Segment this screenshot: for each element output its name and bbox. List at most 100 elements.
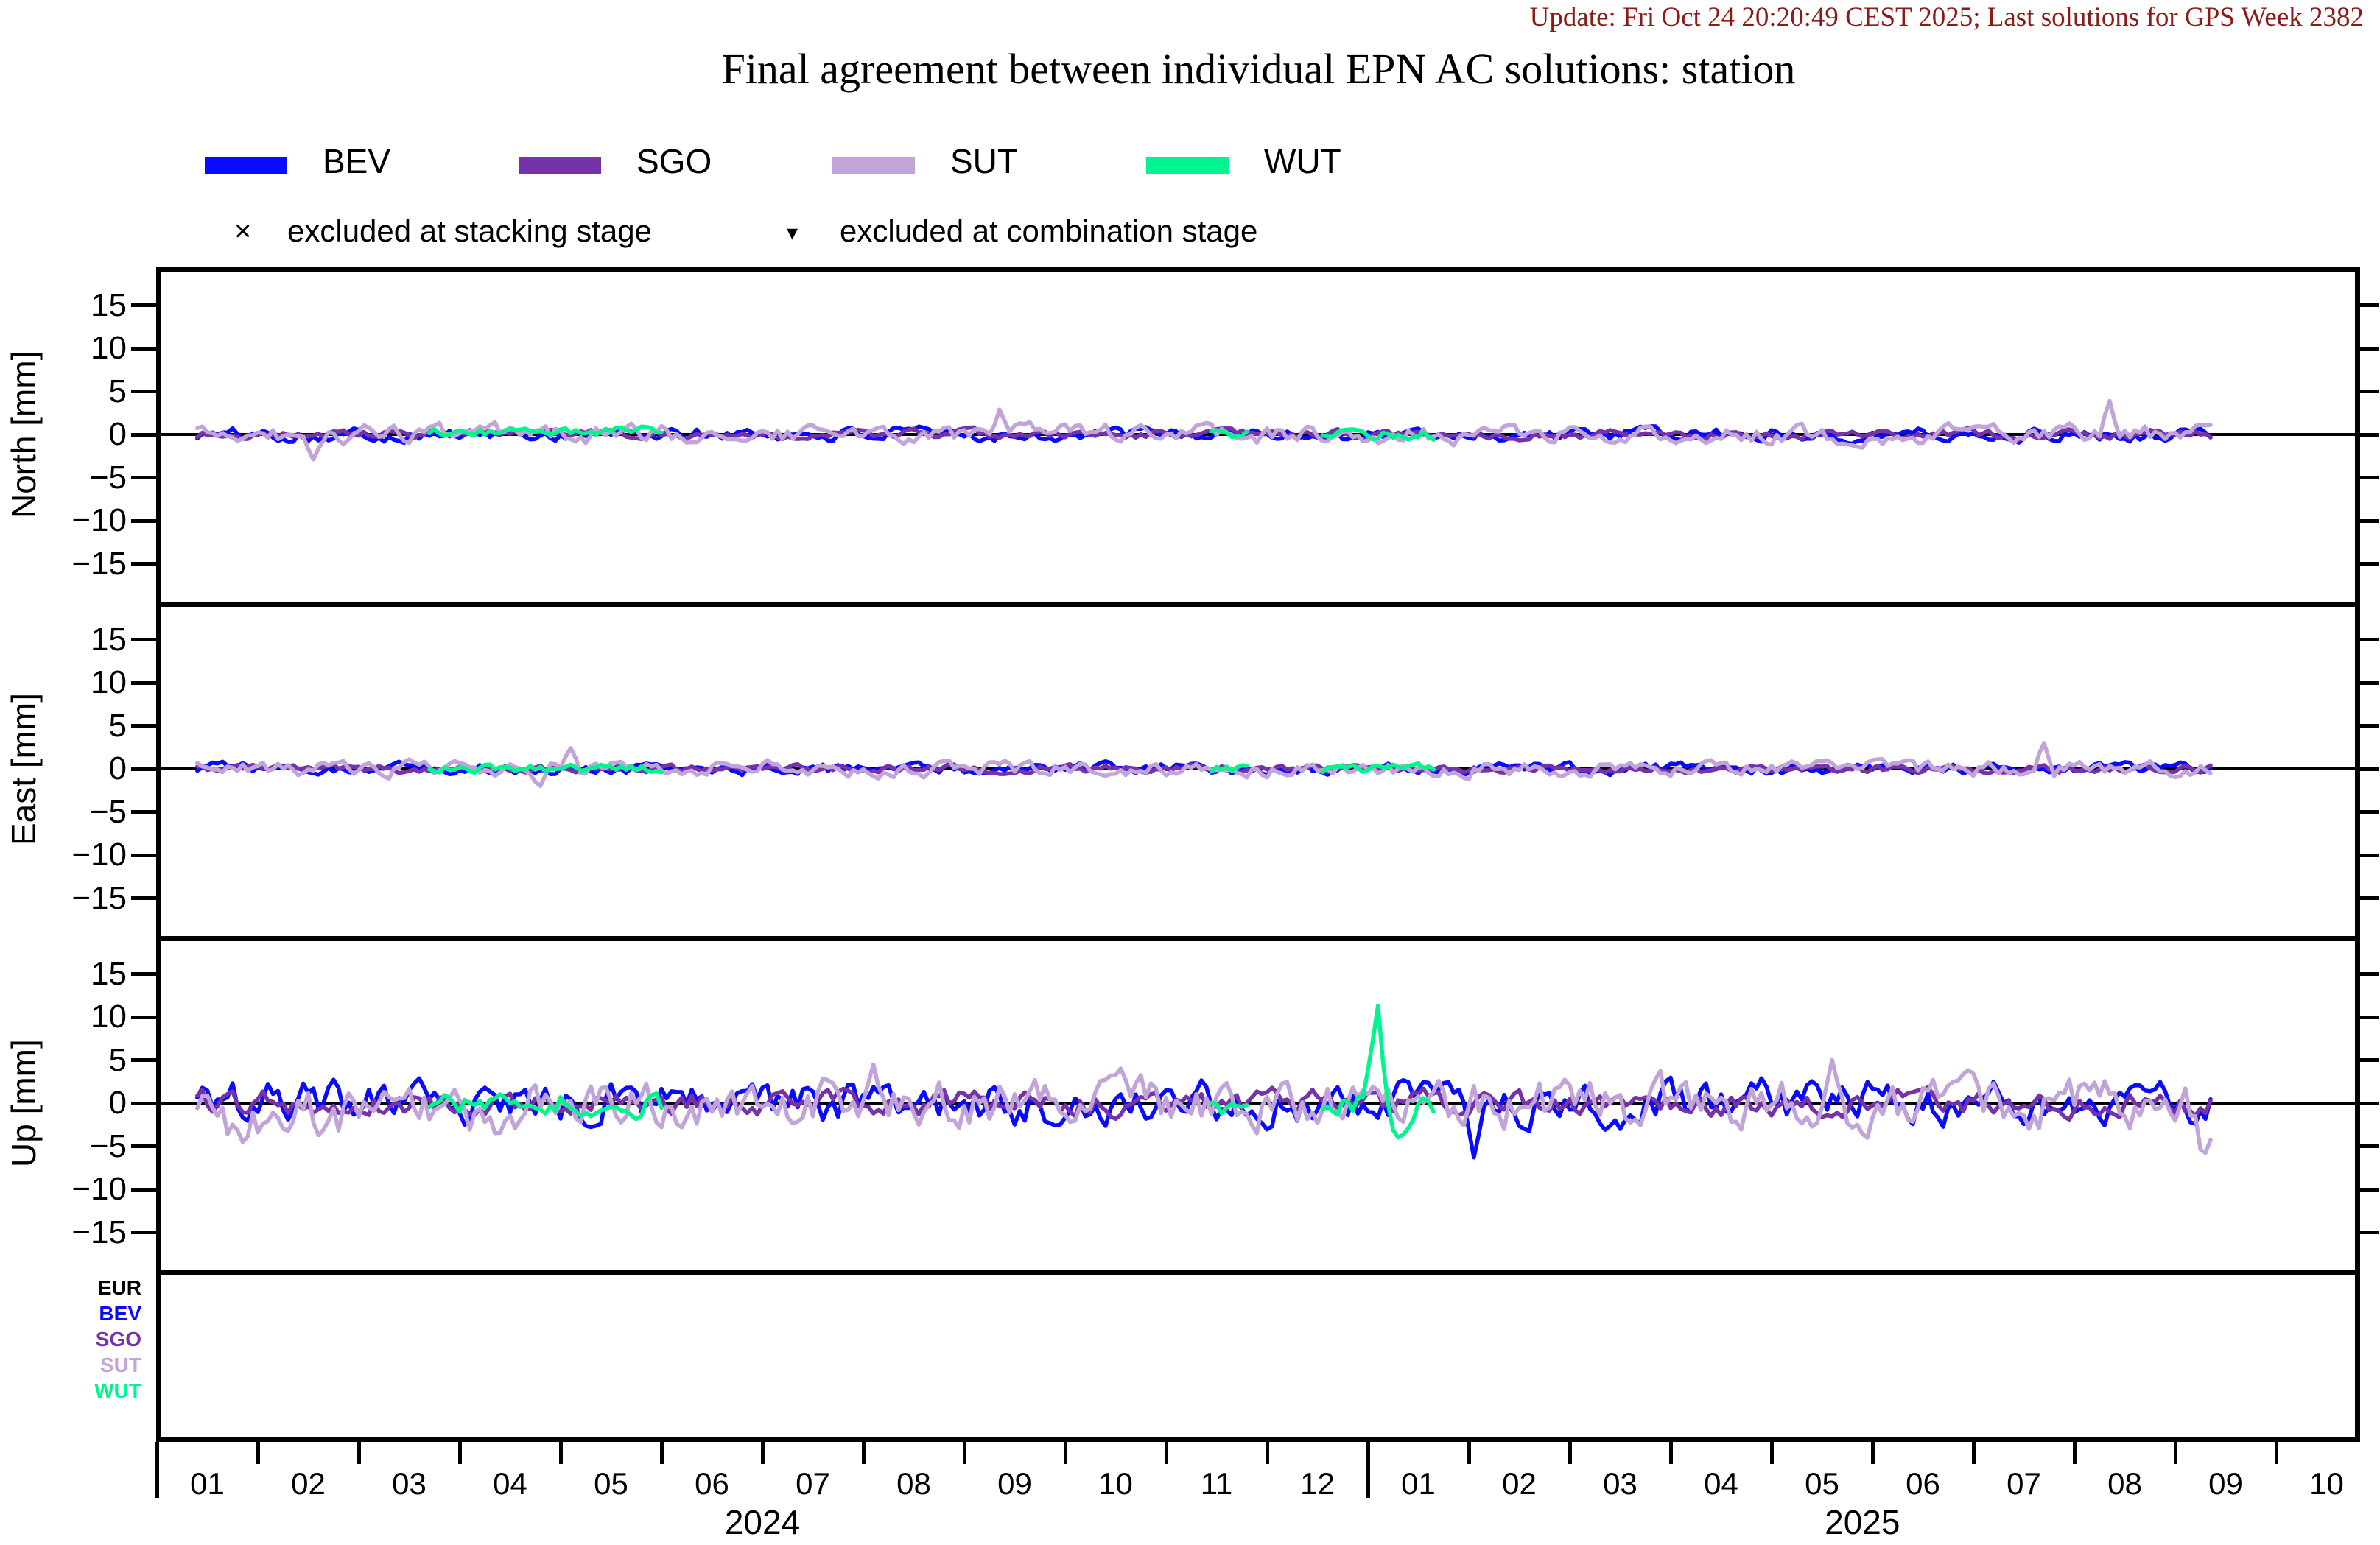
month-tick (760, 1442, 765, 1464)
y-tick-right (2360, 476, 2379, 479)
panel-east-series (195, 741, 2213, 789)
update-text: Update: Fri Oct 24 20:20:49 CEST 2025; L… (1529, 2, 2364, 32)
y-tick-left (131, 972, 156, 976)
year-tick (155, 1442, 159, 1498)
axis-title-east: East [mm] (4, 692, 43, 845)
y-tick-left (131, 1231, 156, 1234)
y-tick-right (2360, 1231, 2379, 1234)
y-tick-label: 10 (91, 999, 127, 1035)
y-tick-right (2360, 1058, 2379, 1062)
series-line-wut-up-1 (1209, 1100, 1249, 1116)
legend-swatch-sut (832, 157, 915, 174)
panel-separator-2 (161, 1270, 2355, 1275)
y-tick-left (131, 476, 156, 479)
month-label: 06 (695, 1466, 729, 1501)
month-label: 07 (796, 1466, 830, 1501)
month-label: 08 (896, 1466, 931, 1501)
y-tick-right (2360, 767, 2379, 771)
y-tick-right (2360, 1187, 2379, 1192)
y-tick-label: 15 (91, 955, 127, 992)
y-tick-right (2360, 724, 2379, 728)
y-tick-label: −10 (71, 502, 127, 538)
strip-label-bev: BEV (99, 1302, 141, 1325)
y-tick-left (131, 853, 156, 857)
month-label: 04 (1704, 1466, 1738, 1501)
panel-north-series (195, 398, 2213, 462)
strip-label-sut: SUT (100, 1354, 141, 1376)
series-line-wut-east-2 (1320, 761, 1436, 775)
month-tick (2072, 1442, 2077, 1464)
y-tick-right (2360, 972, 2379, 976)
y-tick-label: 0 (108, 750, 127, 786)
year-label-2025: 2025 (1825, 1503, 1900, 1541)
y-tick-right (2360, 303, 2379, 307)
y-tick-left (131, 896, 156, 900)
y-tick-label: −15 (71, 1214, 127, 1250)
y-tick-label: 15 (91, 621, 127, 658)
month-label: 10 (1098, 1466, 1133, 1501)
y-tick-left (131, 1144, 156, 1148)
plot-frame (156, 267, 2360, 1442)
series-line-sut-east-0 (195, 741, 2213, 789)
month-label: 11 (1200, 1466, 1233, 1501)
y-tick-label: 10 (91, 330, 127, 366)
month-tick (1870, 1442, 1875, 1464)
panel-separator-1 (161, 936, 2355, 941)
month-tick (659, 1442, 664, 1464)
month-label: 09 (2208, 1466, 2243, 1501)
series-line-wut-north-1 (1209, 428, 1249, 440)
series-line-wut-north-0 (427, 424, 664, 438)
month-tick (2173, 1442, 2177, 1464)
month-label: 07 (2007, 1466, 2041, 1501)
y-tick-right (2360, 518, 2379, 523)
y-tick-left (131, 562, 156, 566)
y-tick-right (2360, 896, 2379, 900)
month-label: 02 (291, 1466, 326, 1501)
exclusion-label-1: excluded at combination stage (840, 214, 1258, 248)
strip-label-sgo: SGO (95, 1328, 141, 1351)
y-tick-right (2360, 1101, 2379, 1105)
y-tick-right (2360, 1015, 2379, 1019)
month-label: 08 (2107, 1466, 2142, 1501)
y-tick-label: 0 (108, 416, 127, 452)
legend-label-wut: WUT (1264, 142, 1341, 180)
y-tick-left (131, 810, 156, 814)
series-line-wut-north-2 (1320, 427, 1436, 443)
y-tick-label: −5 (89, 793, 127, 830)
month-label: 12 (1300, 1466, 1335, 1501)
month-tick (256, 1442, 260, 1464)
legend-swatch-sgo (519, 157, 601, 174)
month-label: 05 (1805, 1466, 1839, 1501)
month-label: 05 (594, 1466, 628, 1501)
y-tick-left (131, 1058, 156, 1062)
y-tick-right (2360, 853, 2379, 857)
series-line-wut-up-0 (427, 1091, 664, 1122)
month-label: 01 (190, 1466, 225, 1501)
y-tick-left (131, 638, 156, 641)
panel-up-series (195, 1004, 2213, 1160)
month-tick (962, 1442, 966, 1464)
month-tick (457, 1442, 462, 1464)
y-tick-left (131, 518, 156, 523)
page-title: Final agreement between individual EPN A… (721, 45, 1796, 93)
y-tick-label: 5 (108, 373, 127, 409)
month-tick (1971, 1442, 1976, 1464)
exclusion-label-0: excluded at stacking stage (287, 214, 652, 248)
y-tick-label: 0 (108, 1085, 127, 1121)
legend-swatch-wut (1146, 157, 1229, 174)
year-tick (1366, 1442, 1370, 1498)
y-tick-label: −15 (71, 879, 127, 916)
month-label: 01 (1401, 1466, 1436, 1501)
month-label: 02 (1502, 1466, 1537, 1501)
month-label: 10 (2309, 1466, 2344, 1501)
series-line-wut-east-0 (427, 762, 664, 775)
y-tick-left (131, 680, 156, 685)
month-tick (1063, 1442, 1067, 1464)
month-tick (357, 1442, 361, 1464)
strip-label-eur: EUR (97, 1276, 141, 1299)
y-tick-label: 15 (91, 286, 127, 323)
y-tick-label: −10 (71, 837, 127, 873)
cross-marker-icon: × (234, 215, 252, 247)
y-tick-label: −5 (89, 1127, 127, 1164)
